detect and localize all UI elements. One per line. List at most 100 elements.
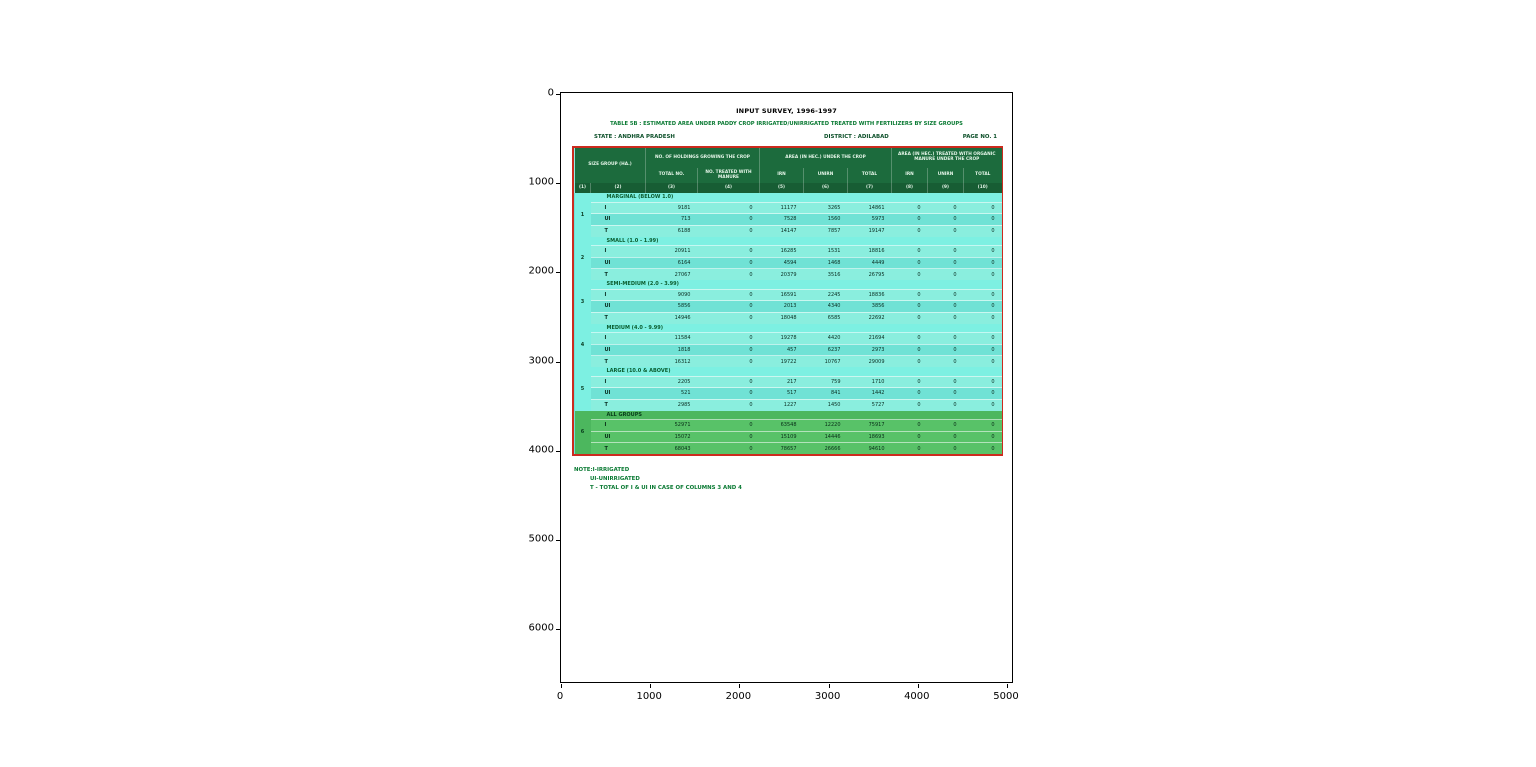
table-row: I 9090 0 16591 2245 18836 0 0 0 xyxy=(575,288,1002,301)
cell-value: 7857 xyxy=(803,224,848,237)
header-treated-group: AREA (IN HEC.) TREATED WITH ORGANIC MANU… xyxy=(890,148,1002,168)
y-tick-label: 6000 xyxy=(528,622,554,634)
y-tick-label: 1000 xyxy=(528,176,554,188)
row-irrigation-label: I xyxy=(590,419,646,431)
cell-value: 0 xyxy=(697,355,760,367)
table-row: UI 15072 0 15109 14446 18693 0 0 0 xyxy=(575,430,1002,443)
row-irrigation-label: T xyxy=(590,355,646,367)
cell-value: 0 xyxy=(927,201,964,214)
x-tick-mark xyxy=(739,684,741,688)
cell-value: 0 xyxy=(891,224,928,237)
section-header-row: 4 MEDIUM (4.0 - 9.99) xyxy=(574,323,1002,367)
table-row: UI 5856 0 2013 4340 3856 0 0 0 xyxy=(575,300,1002,312)
cell-value: 0 xyxy=(963,288,1002,301)
cell-value: 0 xyxy=(891,442,928,454)
col-number: (8) xyxy=(891,183,928,193)
row-irrigation-label: I xyxy=(590,288,646,301)
cell-value: 0 xyxy=(963,387,1002,399)
col-number: (4) xyxy=(697,183,760,193)
cell-value: 20911 xyxy=(645,245,698,257)
y-tick-label: 3000 xyxy=(528,355,554,366)
cell-value: 0 xyxy=(963,224,1002,237)
table-row: I 9181 0 11177 3265 14861 0 0 0 xyxy=(575,201,1002,214)
cell-value: 457 xyxy=(759,343,804,356)
cell-value: 517 xyxy=(759,387,804,399)
section-serial: 3 xyxy=(574,280,591,324)
cell-value: 0 xyxy=(891,311,928,324)
cell-value: 2205 xyxy=(645,375,698,388)
cell-value: 0 xyxy=(927,442,964,454)
cell-value: 0 xyxy=(697,201,760,214)
plot-axes: INPUT SURVEY, 1996-1997 TABLE 5B : ESTIM… xyxy=(556,92,1013,688)
cell-value: 26795 xyxy=(847,268,892,280)
y-tick-label: 2000 xyxy=(528,265,554,277)
col-number: (10) xyxy=(962,183,1002,193)
cell-value: 0 xyxy=(963,430,1002,443)
table-row: UI 6164 0 4594 1468 4449 0 0 0 xyxy=(575,256,1002,269)
section-name: SMALL (1.0 - 1.99) xyxy=(590,236,1002,246)
cell-value: 14147 xyxy=(759,224,804,237)
cell-value: 0 xyxy=(963,300,1002,312)
cell-value: 0 xyxy=(927,343,964,356)
table-row: T 14946 0 18048 6585 22692 0 0 0 xyxy=(575,311,1002,324)
cell-value: 1531 xyxy=(803,245,848,257)
y-tick-mark xyxy=(556,272,560,274)
row-irrigation-label: UI xyxy=(590,300,646,312)
col-number: (6) xyxy=(803,183,848,193)
cell-value: 19147 xyxy=(847,224,892,237)
table-row: UI 521 0 517 841 1442 0 0 0 xyxy=(575,387,1002,399)
cell-value: 0 xyxy=(891,332,928,344)
col-number: (1) xyxy=(574,183,591,193)
cell-value: 18816 xyxy=(847,245,892,257)
cell-value: 0 xyxy=(697,213,760,225)
cell-value: 1442 xyxy=(847,387,892,399)
subheader-unirn-2: UNIRN xyxy=(927,168,964,183)
cell-value: 5973 xyxy=(847,213,892,225)
x-tick-label: 2000 xyxy=(725,691,752,702)
cell-value: 0 xyxy=(697,398,760,411)
table-row: T 6188 0 14147 7857 19147 0 0 0 xyxy=(575,224,1002,237)
cell-value: 0 xyxy=(927,430,964,443)
subheader-unirn-1: UNIRN xyxy=(803,168,848,183)
x-tick-mark xyxy=(650,684,652,688)
cell-value: 0 xyxy=(927,419,964,431)
cell-value: 0 xyxy=(927,355,964,367)
cell-value: 1227 xyxy=(759,398,804,411)
cell-value: 0 xyxy=(697,419,760,431)
cell-value: 841 xyxy=(803,387,848,399)
cell-value: 0 xyxy=(927,398,964,411)
cell-value: 0 xyxy=(891,375,928,388)
table-row: UI 713 0 7528 1560 5973 0 0 0 xyxy=(575,213,1002,225)
cell-value: 0 xyxy=(927,224,964,237)
cell-value: 0 xyxy=(963,419,1002,431)
cell-value: 14446 xyxy=(803,430,848,443)
cell-value: 4420 xyxy=(803,332,848,344)
header-holdings-group: NO. OF HOLDINGS GROWING THE CROP xyxy=(645,148,760,168)
survey-table-grid: SIZE GROUP (HA.) NO. OF HOLDINGS GROWING… xyxy=(574,148,1002,454)
cell-value: 0 xyxy=(891,355,928,367)
cell-value: 15109 xyxy=(759,430,804,443)
cell-value: 27067 xyxy=(645,268,698,280)
cell-value: 0 xyxy=(963,256,1002,269)
cell-value: 0 xyxy=(927,245,964,257)
cell-value: 11177 xyxy=(759,201,804,214)
x-tick-label: 3000 xyxy=(814,691,841,702)
y-tick-mark xyxy=(556,539,560,541)
cell-value: 0 xyxy=(697,300,760,312)
footnote-line: T - TOTAL OF I & UI IN CASE OF COLUMNS 3… xyxy=(590,484,742,491)
page-number-label: PAGE NO. 1 xyxy=(962,134,997,140)
row-irrigation-label: T xyxy=(590,442,646,454)
document-meta-row: STATE : ANDHRA PRADESH DISTRICT : ADILAB… xyxy=(572,134,1003,143)
cell-value: 0 xyxy=(963,201,1002,214)
col-number: (7) xyxy=(847,183,892,193)
x-tick-label: 5000 xyxy=(993,691,1019,702)
cell-value: 0 xyxy=(963,355,1002,367)
cell-value: 0 xyxy=(891,343,928,356)
cell-value: 0 xyxy=(927,311,964,324)
subheader-total-no: TOTAL NO. xyxy=(645,168,698,183)
row-irrigation-label: I xyxy=(590,332,646,344)
cell-value: 1560 xyxy=(803,213,848,225)
cell-value: 0 xyxy=(697,343,760,356)
cell-value: 4449 xyxy=(847,256,892,269)
cell-value: 0 xyxy=(963,442,1002,454)
